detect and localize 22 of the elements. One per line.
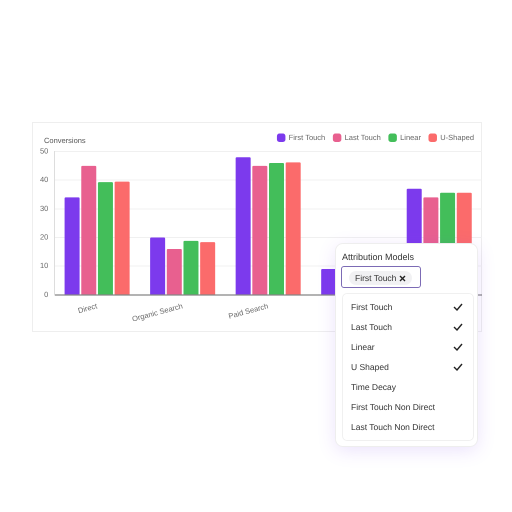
- bar: [286, 162, 301, 294]
- bar: [98, 182, 113, 294]
- bar: [114, 182, 130, 294]
- bar: [252, 166, 268, 294]
- bar: [236, 157, 251, 294]
- bar: [81, 166, 96, 294]
- text: First Touch: [351, 302, 392, 312]
- annotation: Attribution Models: [342, 252, 414, 262]
- bar: [166, 248, 182, 294]
- bar: [183, 240, 198, 294]
- text: Linear: [351, 342, 375, 352]
- bar: [200, 242, 216, 294]
- text: Time Decay: [351, 382, 396, 392]
- text: U Shaped: [351, 362, 389, 372]
- bar: [150, 237, 166, 294]
- annotation: First Touch: [349, 271, 412, 285]
- text: First Touch Non Direct: [351, 402, 435, 412]
- bar: [321, 269, 336, 294]
- bar: [269, 162, 284, 294]
- text: Last Touch: [351, 322, 392, 332]
- text: Last Touch Non Direct: [351, 422, 434, 432]
- bar: [64, 197, 80, 294]
